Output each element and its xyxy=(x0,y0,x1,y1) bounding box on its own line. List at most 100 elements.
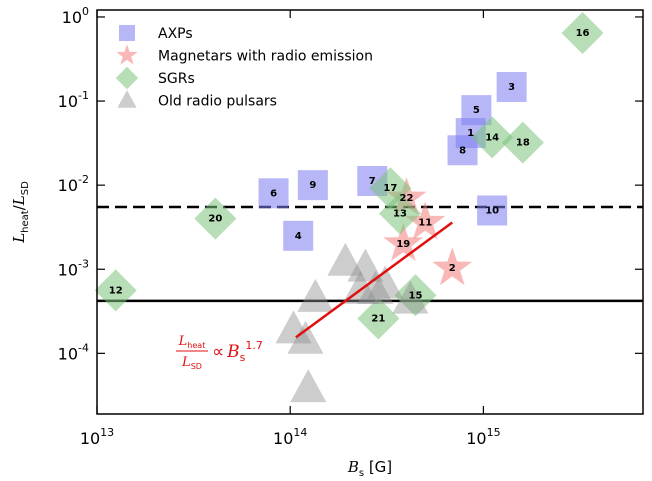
legend-marker xyxy=(119,25,135,41)
legend-marker xyxy=(116,44,138,65)
point xyxy=(386,177,427,216)
ann-sub: s xyxy=(240,351,246,364)
x-tick-label: 1015 xyxy=(466,426,500,448)
y-tick-base: 10 xyxy=(58,344,78,363)
y-tick-exponent: -2 xyxy=(78,173,89,186)
point xyxy=(477,195,508,226)
y-tick-base: 10 xyxy=(58,92,78,111)
fit-line xyxy=(295,221,454,339)
point xyxy=(194,197,237,240)
y-tick-label: 10-1 xyxy=(58,89,89,111)
ann-num-sub: heat xyxy=(187,341,205,350)
point-label: 5 xyxy=(473,105,480,116)
point xyxy=(258,178,289,209)
x-tick-label: 1013 xyxy=(80,426,114,448)
legend-marker xyxy=(117,90,137,108)
point-label: 6 xyxy=(270,188,277,199)
point xyxy=(297,278,334,312)
point-label: 22 xyxy=(400,193,414,204)
y-tick-label: 100 xyxy=(62,5,89,27)
point-label: 3 xyxy=(508,82,515,93)
point-label: 9 xyxy=(309,180,316,191)
ann-den-sub: SD xyxy=(191,362,202,371)
x-tick-label: 1014 xyxy=(273,426,307,448)
point xyxy=(297,170,328,201)
point xyxy=(287,320,324,354)
y-tick-label: 10-4 xyxy=(58,341,89,363)
point-label: 16 xyxy=(576,28,590,39)
point xyxy=(501,121,544,164)
legend-label: AXPs xyxy=(158,26,193,42)
point-label: 4 xyxy=(295,231,302,242)
point xyxy=(496,71,527,102)
point-label: 17 xyxy=(383,183,397,194)
point-label: 11 xyxy=(418,217,432,228)
ann-den-sym: L xyxy=(181,355,191,370)
point xyxy=(461,95,492,126)
point xyxy=(327,242,364,276)
point xyxy=(94,269,137,312)
point xyxy=(275,310,312,344)
point xyxy=(471,116,514,159)
legend-label: Magnetars with radio emission xyxy=(158,49,373,65)
point xyxy=(357,270,394,304)
y-tick-base: 10 xyxy=(58,176,78,195)
point xyxy=(383,222,424,261)
y-tick-base: 10 xyxy=(58,260,78,279)
y-tick-exponent: 0 xyxy=(82,5,89,18)
x-tick-exponent: 15 xyxy=(487,426,501,439)
x-tick-base: 10 xyxy=(80,429,100,448)
ann-exp: 1.7 xyxy=(245,339,263,352)
legend-label: Old radio pulsars xyxy=(158,94,277,110)
legend-label: SGRs xyxy=(158,71,195,87)
point-label: 14 xyxy=(485,132,499,143)
ann-sym: B xyxy=(226,342,240,362)
y-tick-exponent: -1 xyxy=(78,89,89,102)
point-label: 8 xyxy=(459,145,466,156)
y-label-symbol2: L xyxy=(10,195,28,206)
y-label-slash: / xyxy=(10,204,28,210)
point xyxy=(392,280,429,314)
point xyxy=(357,297,400,340)
y-label-sub: heat xyxy=(20,210,31,233)
point xyxy=(561,11,604,54)
annotation-rel: ∝ Bs1.7 xyxy=(212,339,263,364)
point-label: 21 xyxy=(371,313,385,324)
point-label: 18 xyxy=(516,138,530,149)
y-label-sub2: SD xyxy=(20,181,31,195)
y-tick-exponent: -3 xyxy=(78,257,89,270)
ann-rel: ∝ xyxy=(212,342,224,362)
legend-marker xyxy=(115,66,139,90)
ann-num-sym: L xyxy=(178,334,188,349)
point xyxy=(369,167,412,210)
point-label: 12 xyxy=(109,285,123,296)
point xyxy=(290,369,327,403)
annotation-den: LSD xyxy=(181,355,202,371)
point xyxy=(432,247,473,286)
x-tick-exponent: 14 xyxy=(293,426,307,439)
point xyxy=(283,220,314,251)
point-label: 19 xyxy=(396,239,410,250)
point-label: 20 xyxy=(208,214,222,225)
x-label-unit: [G] xyxy=(364,458,392,476)
x-label-symbol: B xyxy=(347,458,359,476)
annotation-num: Lheat xyxy=(178,334,206,350)
point-label: 7 xyxy=(369,176,376,187)
point-label: 15 xyxy=(409,290,423,301)
point-label: 2 xyxy=(449,263,456,274)
point xyxy=(347,248,384,282)
y-tick-label: 10-3 xyxy=(58,257,89,279)
x-axis-label: Bs [G] xyxy=(347,458,392,479)
y-tick-exponent: -4 xyxy=(78,341,89,354)
x-label-sub: s xyxy=(359,468,364,479)
y-tick-label: 10-2 xyxy=(58,173,89,195)
point xyxy=(367,265,404,299)
x-tick-base: 10 xyxy=(466,429,486,448)
point-label: 10 xyxy=(485,205,499,216)
point-label: 13 xyxy=(393,209,407,220)
x-tick-exponent: 13 xyxy=(100,426,114,439)
point-label: 1 xyxy=(467,128,474,139)
point xyxy=(405,201,446,240)
